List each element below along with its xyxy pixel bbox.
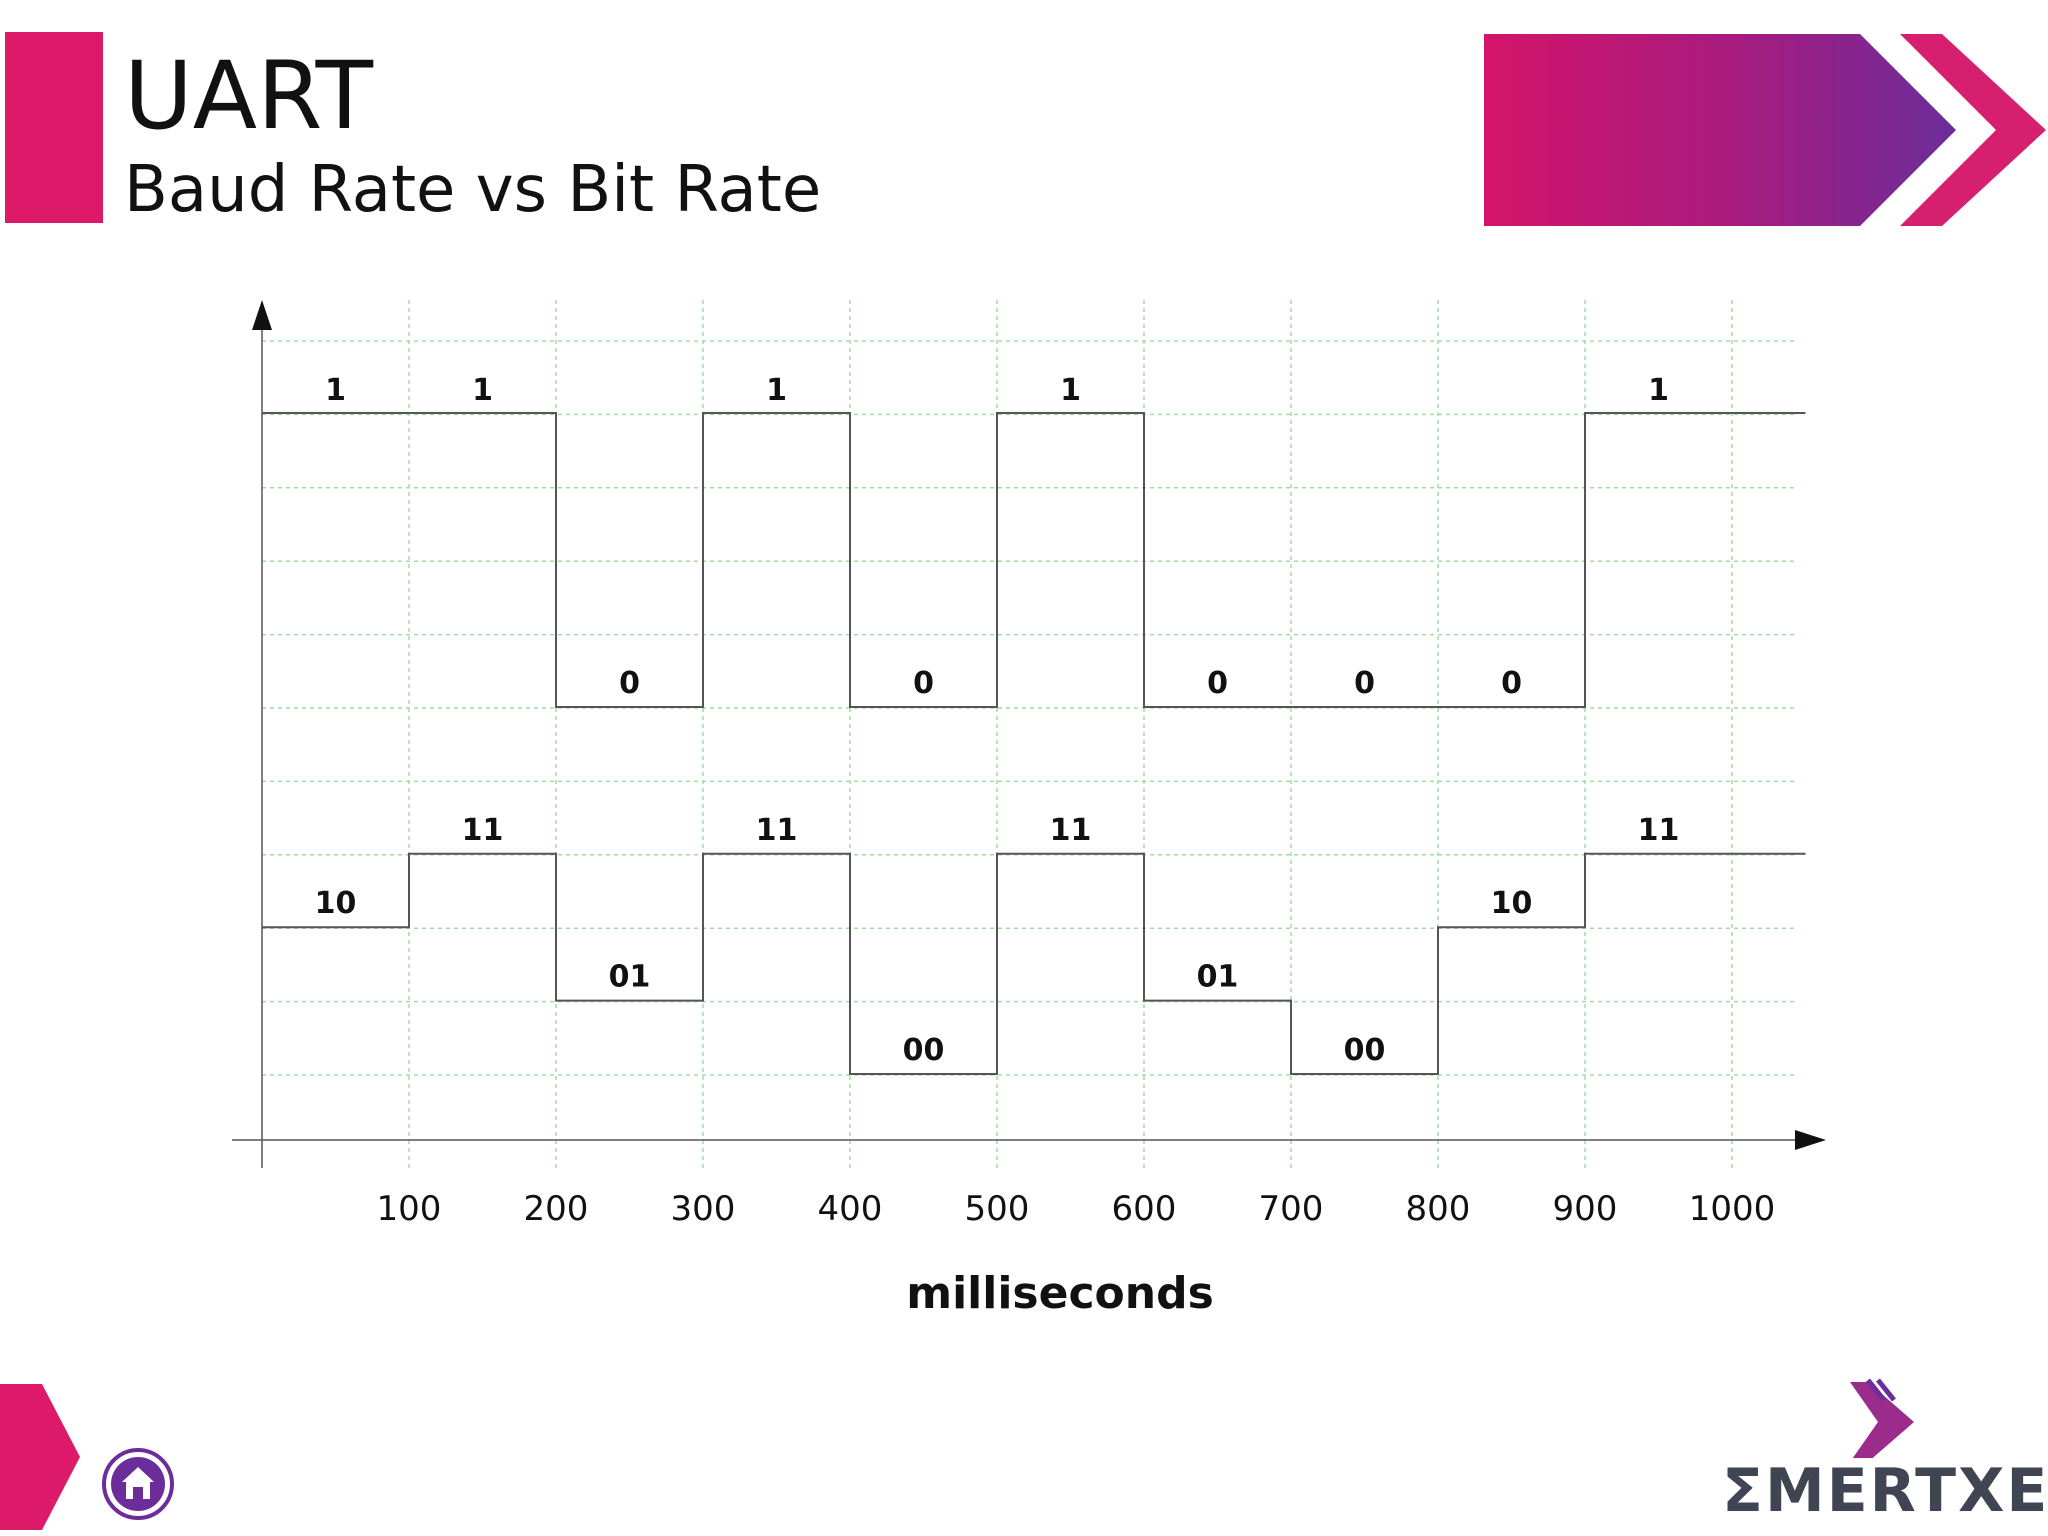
symbol-label: 00 [1344,1033,1386,1068]
bit-label: 1 [1648,373,1669,408]
x-tick-label: 200 [524,1189,589,1229]
x-tick-label: 400 [818,1189,883,1229]
x-tick-label: 700 [1259,1189,1324,1229]
symbol-label: 10 [315,886,357,921]
symbol-label: 11 [1638,813,1680,848]
bit-label: 0 [619,666,640,701]
bit-label: 0 [1207,666,1228,701]
x-tick-label: 800 [1406,1189,1471,1229]
x-tick-label: 900 [1553,1189,1618,1229]
bit-label: 0 [913,666,934,701]
bit-label: 1 [325,373,346,408]
emertxe-logo: ƩMERTXE [1718,1378,2048,1536]
x-axis-label: milliseconds [906,1268,1214,1319]
x-tick-label: 600 [1112,1189,1177,1229]
symbol-label: 01 [609,960,651,995]
header-chevron-banner [1484,34,2046,226]
symbol-signal-line [262,852,1806,1075]
x-tick-label: 1000 [1689,1189,1776,1229]
y-axis-arrowhead [252,300,272,330]
bit-signal-line [262,412,1806,708]
x-tick-label: 500 [965,1189,1030,1229]
symbol-label: 11 [1050,813,1092,848]
bit-label: 1 [472,373,493,408]
symbol-label: 11 [462,813,504,848]
home-icon[interactable] [100,1446,176,1522]
symbol-label: 11 [756,813,798,848]
logo-chevron-icon [1850,1378,1914,1462]
symbol-label: 10 [1491,886,1533,921]
bit-label: 1 [766,373,787,408]
bit-label: 0 [1354,666,1375,701]
logo-text: ƩMERTXE [1722,1456,2048,1526]
bit-label: 0 [1501,666,1522,701]
x-tick-label: 300 [671,1189,736,1229]
symbol-label: 00 [903,1033,945,1068]
bottom-left-arrow-icon [0,1384,80,1530]
x-tick-label: 100 [377,1189,442,1229]
title-accent-bar [5,32,103,223]
symbol-label: 01 [1197,960,1239,995]
slide-title: UART [124,42,373,151]
bit-label: 1 [1060,373,1081,408]
x-axis-arrowhead [1795,1130,1826,1150]
slide-subtitle: Baud Rate vs Bit Rate [124,153,822,227]
